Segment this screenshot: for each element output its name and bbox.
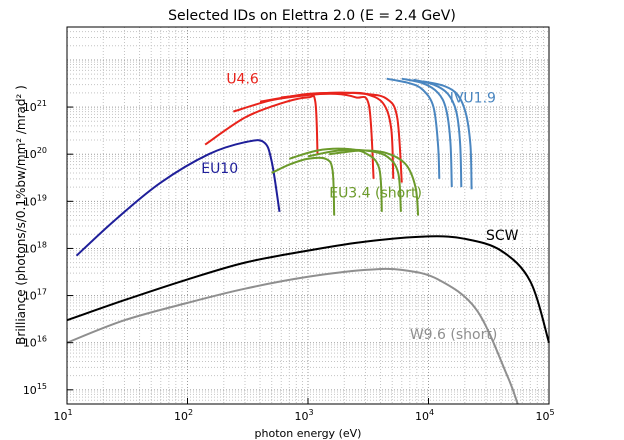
series-curve-ivu1-9	[386, 77, 441, 179]
series-label-scw: SCW	[486, 228, 519, 244]
x-tick-label: 105	[535, 408, 554, 423]
y-tick-label: 1015	[23, 382, 47, 397]
x-tick-label: 101	[53, 408, 72, 423]
series-curve-eu3-4-short	[271, 156, 336, 216]
plot-area	[66, 77, 550, 405]
series-curve-eu3-4-short	[307, 148, 402, 212]
x-tick-label: 102	[174, 408, 193, 423]
y-axis-label: Brilliance (photons/s/0.1%bw/mm² /mrad² …	[14, 85, 28, 345]
series-label-eu3-4-short: EU3.4 (short)	[329, 186, 422, 202]
series-labels: EU10 U4.6 EU3.4 (short) IVU1.9 SCW W9.6 (shor…	[201, 71, 518, 343]
series-curve-scw	[66, 235, 550, 343]
series-curve-u4-6	[233, 92, 375, 179]
x-axis-ticks: 101 102 103 104 105	[53, 398, 555, 423]
series-curve-u4-6	[281, 91, 403, 183]
series-curve-eu3-4-short	[329, 149, 420, 216]
series-label-ivu1-9: IVU1.9	[450, 90, 496, 106]
series-label-u4-6: U4.6	[226, 71, 259, 87]
x-axis-label: photon energy (eV)	[255, 427, 362, 440]
x-tick-label: 104	[415, 408, 434, 423]
x-tick-label: 103	[294, 408, 313, 423]
series-curve-ivu1-9	[401, 77, 453, 188]
series-label-eu10: EU10	[201, 161, 238, 177]
grid	[66, 26, 549, 405]
series-curve-u4-6	[204, 94, 319, 155]
series-curve-ivu1-9	[422, 80, 473, 190]
series-curve-w9-6-short	[66, 267, 519, 405]
series-curve-eu10	[75, 139, 281, 257]
chart-title: Selected IDs on Elettra 2.0 (E = 2.4 GeV…	[168, 8, 456, 24]
series-curve-eu3-4-short	[289, 147, 383, 212]
series-curve-ivu1-9	[413, 78, 463, 188]
series-label-w9-6-short: W9.6 (short)	[410, 327, 497, 343]
